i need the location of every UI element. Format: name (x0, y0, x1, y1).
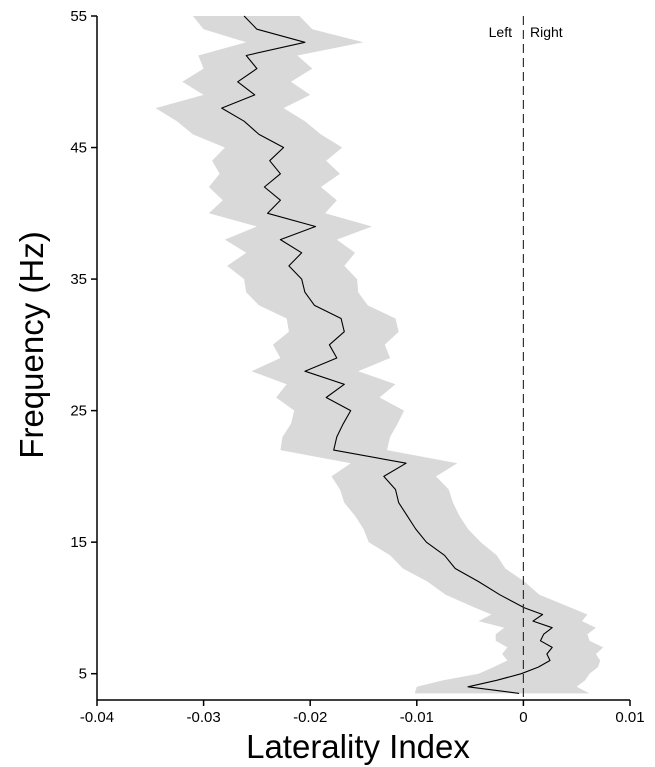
y-tick-label: 15 (70, 534, 87, 551)
x-tick-label: -0.01 (400, 709, 434, 726)
y-tick-layer: 5 15 25 35 45 55 (70, 8, 97, 683)
x-tick-label: -0.04 (80, 709, 114, 726)
confidence-band-layer (155, 16, 604, 694)
x-tick-label: 0 (519, 709, 527, 726)
x-tick-label: -0.02 (293, 709, 327, 726)
mean-line-layer (221, 15, 553, 694)
confidence-band (155, 16, 604, 694)
y-tick-label: 55 (70, 8, 87, 25)
right-annotation: Right (530, 24, 563, 40)
y-tick-label: 25 (70, 403, 87, 420)
x-tick-label: 0.01 (615, 709, 644, 726)
x-tick-label: -0.03 (186, 709, 220, 726)
axes-layer (96, 16, 630, 701)
x-tick-layer: -0.04 -0.03 -0.02 -0.01 0 0.01 (80, 700, 645, 726)
y-tick-label: 5 (79, 666, 87, 683)
x-axis-title: Laterality Index (246, 728, 470, 765)
y-axis-title: Frequency (Hz) (13, 231, 50, 458)
mean-laterality-line (221, 15, 553, 694)
y-tick-label: 45 (70, 140, 87, 157)
left-annotation: Left (489, 24, 512, 40)
y-tick-label: 35 (70, 271, 87, 288)
